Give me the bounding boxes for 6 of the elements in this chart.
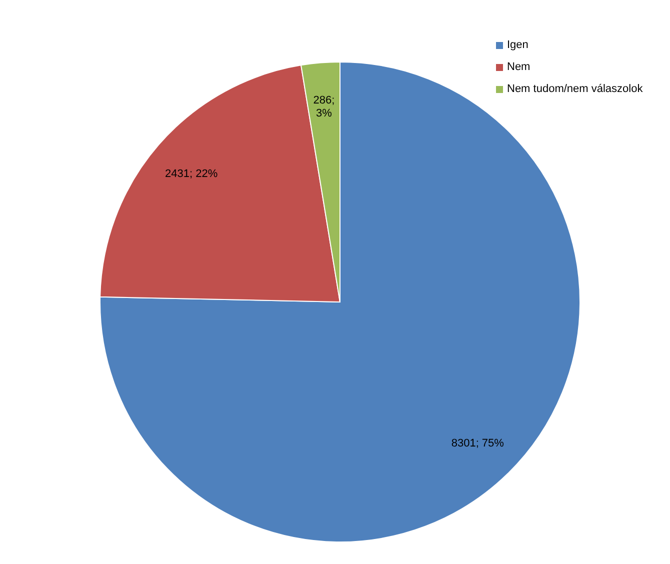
legend-label: Nem [507,60,530,75]
legend-label: Nem tudom/nem válaszolok [507,82,643,97]
legend-label: Igen [507,38,528,53]
data-label: 2431; 22% [165,168,218,180]
data-label: 286; 3% [313,94,335,120]
data-label: 8301; 75% [451,438,504,450]
